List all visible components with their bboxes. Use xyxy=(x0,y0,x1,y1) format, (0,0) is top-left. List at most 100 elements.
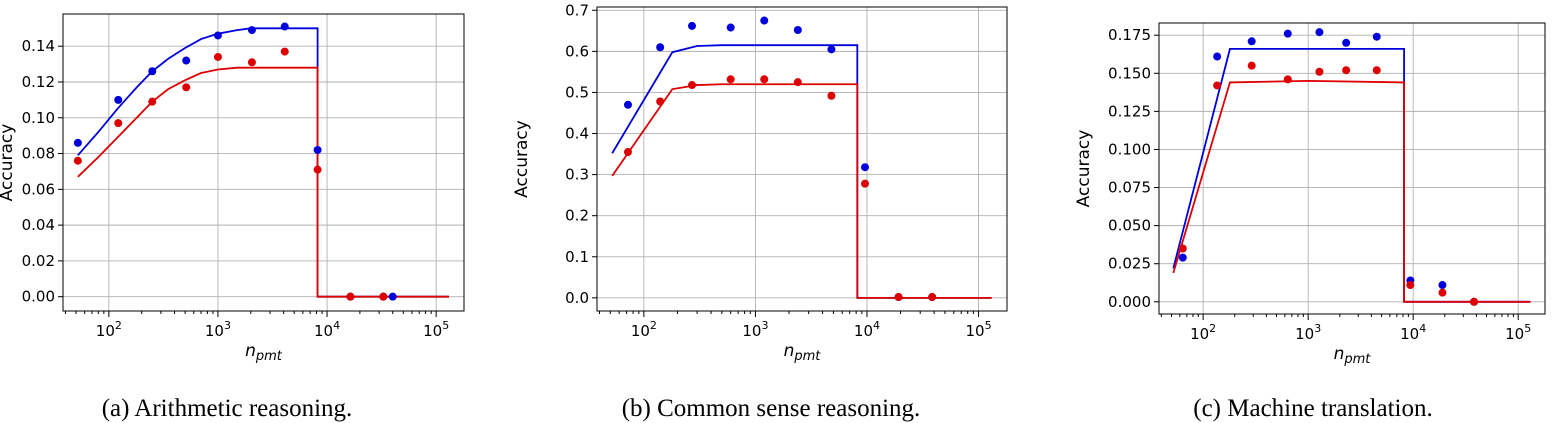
x-tick-exponent: 5 xyxy=(442,319,449,332)
plot-frame xyxy=(596,6,1008,312)
data-point-blue xyxy=(726,23,735,32)
data-point-blue xyxy=(860,163,869,172)
data-point-blue xyxy=(313,145,322,154)
y-tick-label: 0.050 xyxy=(1108,217,1151,235)
x-tick-label: 105 xyxy=(1505,322,1531,343)
y-tick-label: 0.12 xyxy=(22,73,55,91)
data-point-red xyxy=(213,52,222,61)
plot-frame xyxy=(62,13,465,312)
data-point-red xyxy=(1178,244,1187,253)
y-tick-label: 0.100 xyxy=(1108,140,1151,158)
data-point-red xyxy=(1283,75,1292,84)
panel-common-sense-reasoning: (b) Common sense reasoning. 102 103 104 105… xyxy=(512,1,1008,422)
x-tick-label: 105 xyxy=(423,319,449,340)
data-point-red xyxy=(793,78,802,87)
x-tick-base: 10 xyxy=(423,322,442,340)
x-axis-label-main: n xyxy=(1334,344,1345,364)
x-tick-label: 105 xyxy=(965,319,991,340)
data-point-red xyxy=(114,119,123,128)
data-point-blue xyxy=(1247,37,1256,46)
x-tick-base: 10 xyxy=(965,322,984,340)
x-tick-base: 10 xyxy=(742,322,761,340)
data-point-red xyxy=(894,293,903,302)
data-point-red xyxy=(760,75,769,84)
x-tick-label: 104 xyxy=(314,319,340,340)
x-tick-label: 102 xyxy=(631,319,657,340)
y-tick-label: 0.02 xyxy=(22,252,55,270)
x-axis-label-main: n xyxy=(784,341,795,361)
x-tick-exponent: 4 xyxy=(1419,322,1426,335)
y-tick-label: 0.7 xyxy=(565,1,589,19)
data-point-blue xyxy=(182,56,191,65)
data-point-red xyxy=(1406,281,1415,290)
data-point-blue xyxy=(1342,38,1351,47)
data-point-blue xyxy=(1213,52,1222,61)
x-tick-label: 104 xyxy=(1400,322,1426,343)
data-point-blue xyxy=(623,100,632,109)
x-tick-base: 10 xyxy=(205,322,224,340)
x-tick-base: 10 xyxy=(1505,325,1524,343)
data-point-red xyxy=(346,292,355,301)
y-tick-label: 0.10 xyxy=(22,109,55,127)
x-tick-exponent: 3 xyxy=(761,319,768,332)
y-tick-label: 0.175 xyxy=(1108,26,1151,44)
y-tick-label: 0.0 xyxy=(565,289,589,307)
y-axis-label: Accuracy xyxy=(1074,130,1094,208)
x-axis-label-subscript: pmt xyxy=(255,349,283,364)
data-point-red xyxy=(1438,288,1447,297)
y-tick-label: 0.1 xyxy=(565,248,589,266)
x-axis-label: npmt xyxy=(1334,344,1372,367)
x-tick-exponent: 5 xyxy=(1524,322,1531,335)
data-point-blue xyxy=(1372,32,1381,41)
data-point-blue xyxy=(388,292,397,301)
x-axis-label: npmt xyxy=(784,341,822,364)
caption-common-sense-reasoning: (b) Common sense reasoning. xyxy=(622,395,921,422)
y-tick-label: 0.000 xyxy=(1108,293,1151,311)
data-point-red xyxy=(928,293,937,302)
data-point-red xyxy=(1470,297,1479,306)
data-point-red xyxy=(623,148,632,157)
x-tick-exponent: 3 xyxy=(224,319,231,332)
y-tick-label: 0.5 xyxy=(565,83,589,101)
y-tick-label: 0.150 xyxy=(1108,64,1151,82)
data-point-red xyxy=(1315,67,1324,76)
x-tick-exponent: 2 xyxy=(650,319,657,332)
data-point-red xyxy=(687,81,696,90)
data-point-red xyxy=(73,156,82,165)
y-axis-label: Accuracy xyxy=(0,124,17,202)
x-tick-exponent: 4 xyxy=(873,319,880,332)
y-axis-label: Accuracy xyxy=(512,120,532,198)
x-tick-base: 10 xyxy=(854,322,873,340)
data-point-red xyxy=(379,292,388,301)
x-tick-label: 102 xyxy=(1190,322,1216,343)
data-point-blue xyxy=(213,31,222,40)
data-point-blue xyxy=(793,26,802,35)
series-line-red xyxy=(77,66,449,298)
data-point-blue xyxy=(1315,28,1324,37)
x-tick-base: 10 xyxy=(96,322,115,340)
x-tick-base: 10 xyxy=(631,322,650,340)
data-point-red xyxy=(860,179,869,188)
data-point-red xyxy=(148,97,157,106)
plot-frame xyxy=(1158,22,1546,315)
x-axis-label-subscript: pmt xyxy=(1343,352,1371,367)
y-tick-label: 0.14 xyxy=(22,37,55,55)
x-tick-base: 10 xyxy=(1295,325,1314,343)
data-point-blue xyxy=(656,43,665,52)
data-point-red xyxy=(1213,81,1222,90)
x-axis-label: npmt xyxy=(245,341,283,364)
data-point-red xyxy=(182,83,191,92)
y-tick-label: 0.08 xyxy=(22,145,55,163)
data-point-red xyxy=(726,75,735,84)
x-tick-base: 10 xyxy=(1190,325,1209,343)
data-point-red xyxy=(247,58,256,67)
y-tick-label: 0.075 xyxy=(1108,179,1151,197)
x-tick-label: 103 xyxy=(742,319,768,340)
x-tick-exponent: 2 xyxy=(1209,322,1216,335)
y-tick-label: 0.3 xyxy=(565,166,589,184)
x-axis-label-subscript: pmt xyxy=(793,349,821,364)
data-point-blue xyxy=(1438,281,1447,290)
data-point-red xyxy=(313,165,322,174)
y-tick-label: 0.00 xyxy=(22,288,55,306)
